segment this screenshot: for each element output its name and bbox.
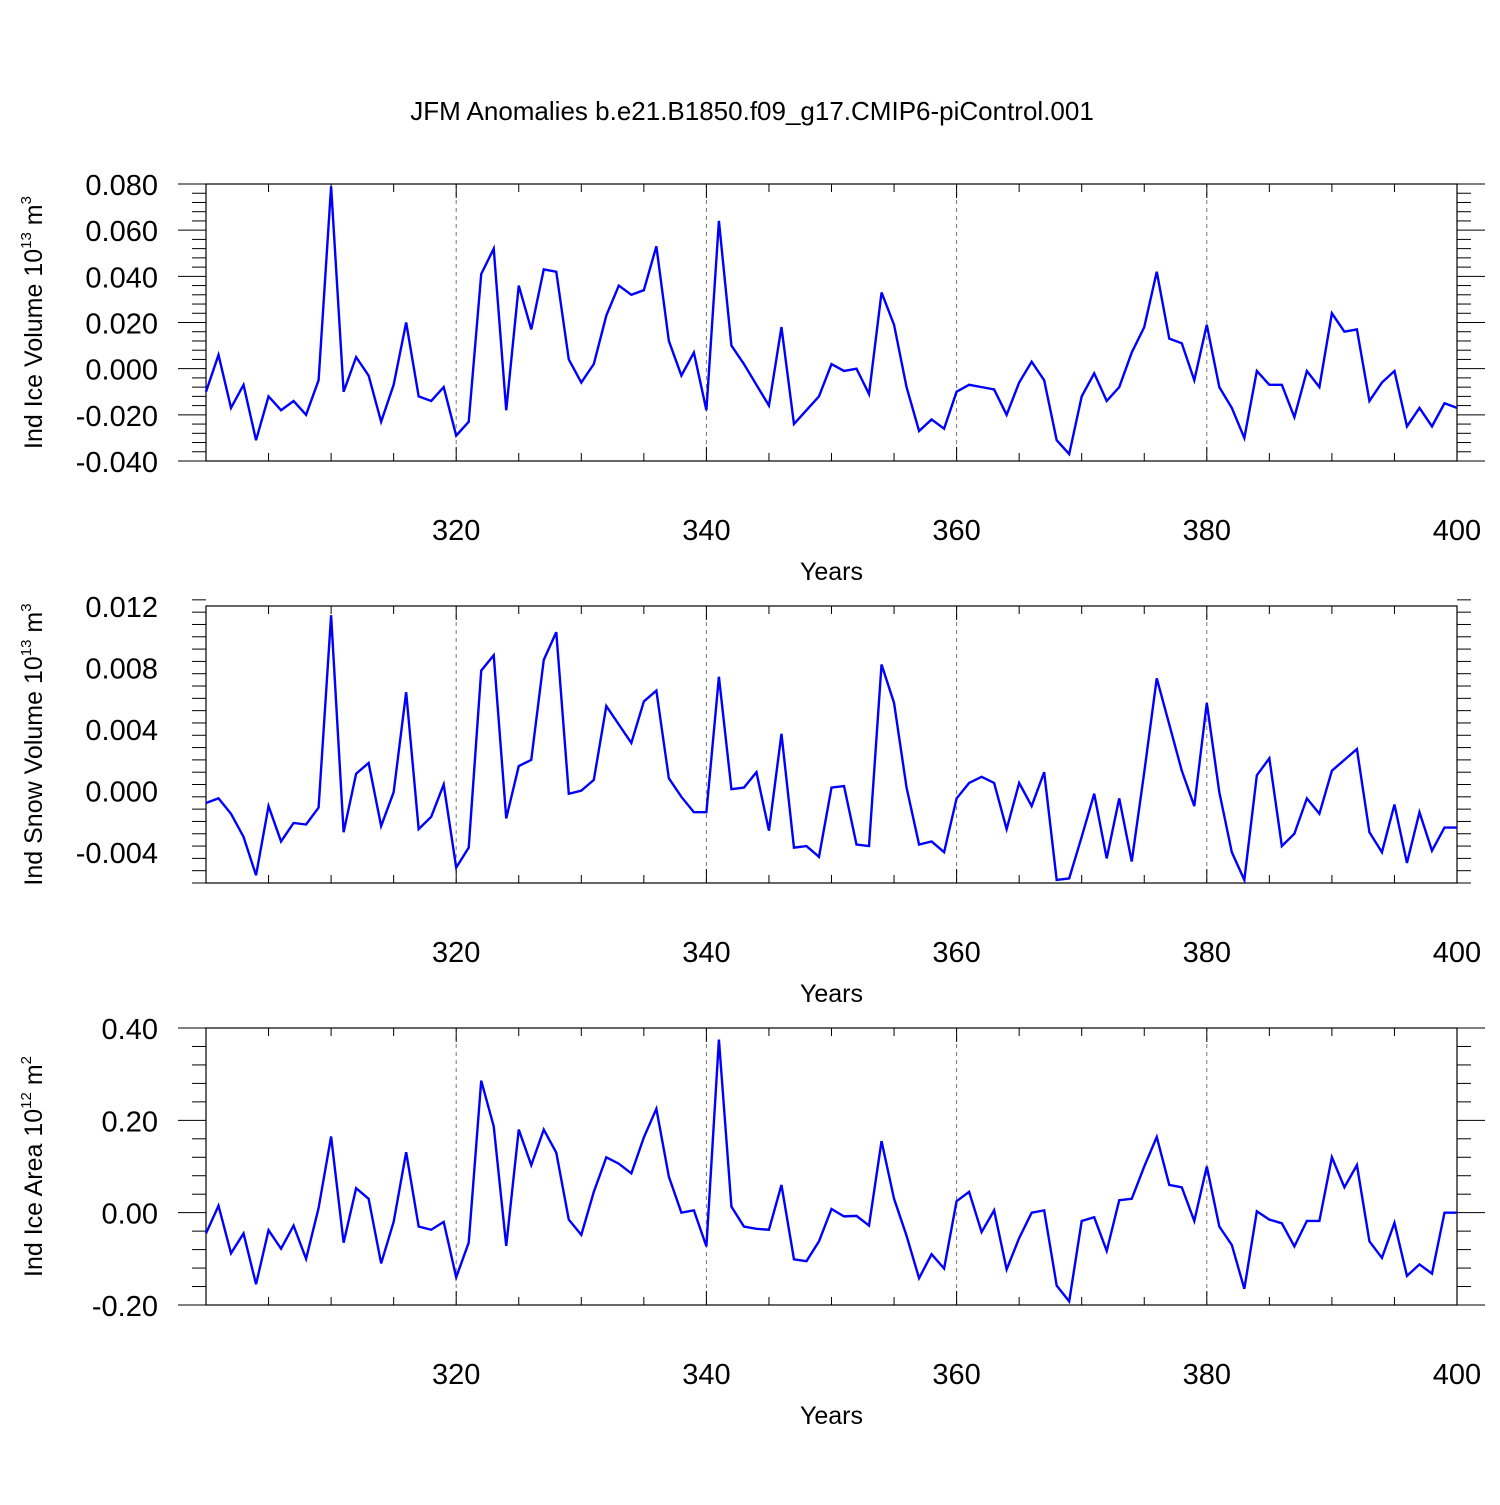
x-axis-title: Years: [800, 1402, 863, 1430]
y-axis-title-unit: m: [20, 1064, 48, 1092]
y-tick-label: -0.004: [76, 838, 158, 870]
y-axis-title-unit-exponent: 3: [18, 603, 35, 611]
plot-frame: [205, 605, 1458, 884]
x-tick-label: 400: [1433, 515, 1481, 547]
chart-title: JFM Anomalies b.e21.B1850.f09_g17.CMIP6-…: [410, 96, 1094, 126]
y-tick-label: 0.012: [85, 592, 158, 624]
y-tick-label: 0.060: [85, 216, 158, 248]
y-tick-label: 0.080: [85, 170, 158, 202]
y-axis-title: Ind Snow Volume 1013 m3: [18, 603, 48, 885]
y-axis-title-unit-exponent: 2: [18, 1056, 35, 1064]
y-tick-label: -0.20: [92, 1291, 158, 1323]
y-tick-label: 0.20: [102, 1106, 158, 1138]
y-tick-label: 0.000: [85, 777, 158, 809]
chart-panel-3: -0.20 0.00 0.20 0.40 320 340 360 380 400 Years Ind…: [18, 1014, 1485, 1430]
y-axis-title-main: Ind Ice Area 10: [20, 1109, 48, 1277]
y-tick-label: 0.000: [85, 355, 158, 387]
y-axis-title-exponent: 12: [18, 1092, 35, 1109]
y-axis-title-main: Ind Snow Volume 10: [20, 656, 48, 885]
x-tick-label: 360: [932, 937, 980, 969]
y-axis-title: Ind Ice Area 1012 m2: [18, 1056, 48, 1277]
x-axis-title: Years: [800, 980, 863, 1008]
series-line: [204, 186, 1458, 457]
x-tick-label: 400: [1433, 937, 1481, 969]
y-axis-title-unit-exponent: 3: [18, 196, 35, 204]
y-tick-label: 0.40: [102, 1014, 158, 1046]
x-tick-label: 360: [932, 1359, 980, 1391]
y-axis-title-exponent: 13: [18, 640, 35, 657]
x-tick-label: 380: [1183, 937, 1231, 969]
series-line: [205, 615, 1457, 885]
y-tick-label: 0.004: [85, 715, 158, 747]
y-axis-title: Ind Ice Volume 1013 m3: [18, 196, 48, 449]
chart-panel-1: -0.040 -0.020 0.000 0.020 0.040 0.060 0.080 320…: [18, 170, 1485, 586]
y-tick-label: 0.00: [102, 1199, 158, 1231]
x-tick-label: 340: [682, 515, 730, 547]
x-tick-label: 380: [1183, 1359, 1231, 1391]
x-tick-label: 320: [432, 1359, 480, 1391]
plot-frame: [205, 1027, 1458, 1306]
plot-frame: [205, 183, 1458, 462]
series-line: [204, 1039, 1457, 1305]
x-tick-label: 340: [682, 937, 730, 969]
x-tick-label: 400: [1433, 1359, 1481, 1391]
x-tick-label: 320: [432, 937, 480, 969]
y-tick-label: 0.008: [85, 654, 158, 686]
x-axis-title: Years: [800, 558, 863, 586]
y-axis-title-unit: m: [20, 612, 48, 640]
y-tick-label: -0.040: [76, 447, 158, 479]
chart-panels: -0.040-0.0200.0000.0200.0400.0600.080320…: [18, 170, 1485, 1430]
x-tick-label: 340: [682, 1359, 730, 1391]
y-axis-title-exponent: 13: [18, 232, 35, 249]
y-tick-label: 0.040: [85, 262, 158, 294]
y-axis-title-unit: m: [20, 204, 48, 232]
chart-panel-2: -0.004 0.000 0.004 0.008 0.012 320 340 360 380 40…: [18, 592, 1481, 1008]
x-tick-label: 380: [1183, 515, 1231, 547]
x-tick-label: 360: [932, 515, 980, 547]
y-tick-label: 0.020: [85, 309, 158, 341]
y-axis-title-main: Ind Ice Volume 10: [20, 249, 48, 449]
y-tick-label: -0.020: [76, 401, 158, 433]
x-tick-label: 320: [432, 515, 480, 547]
